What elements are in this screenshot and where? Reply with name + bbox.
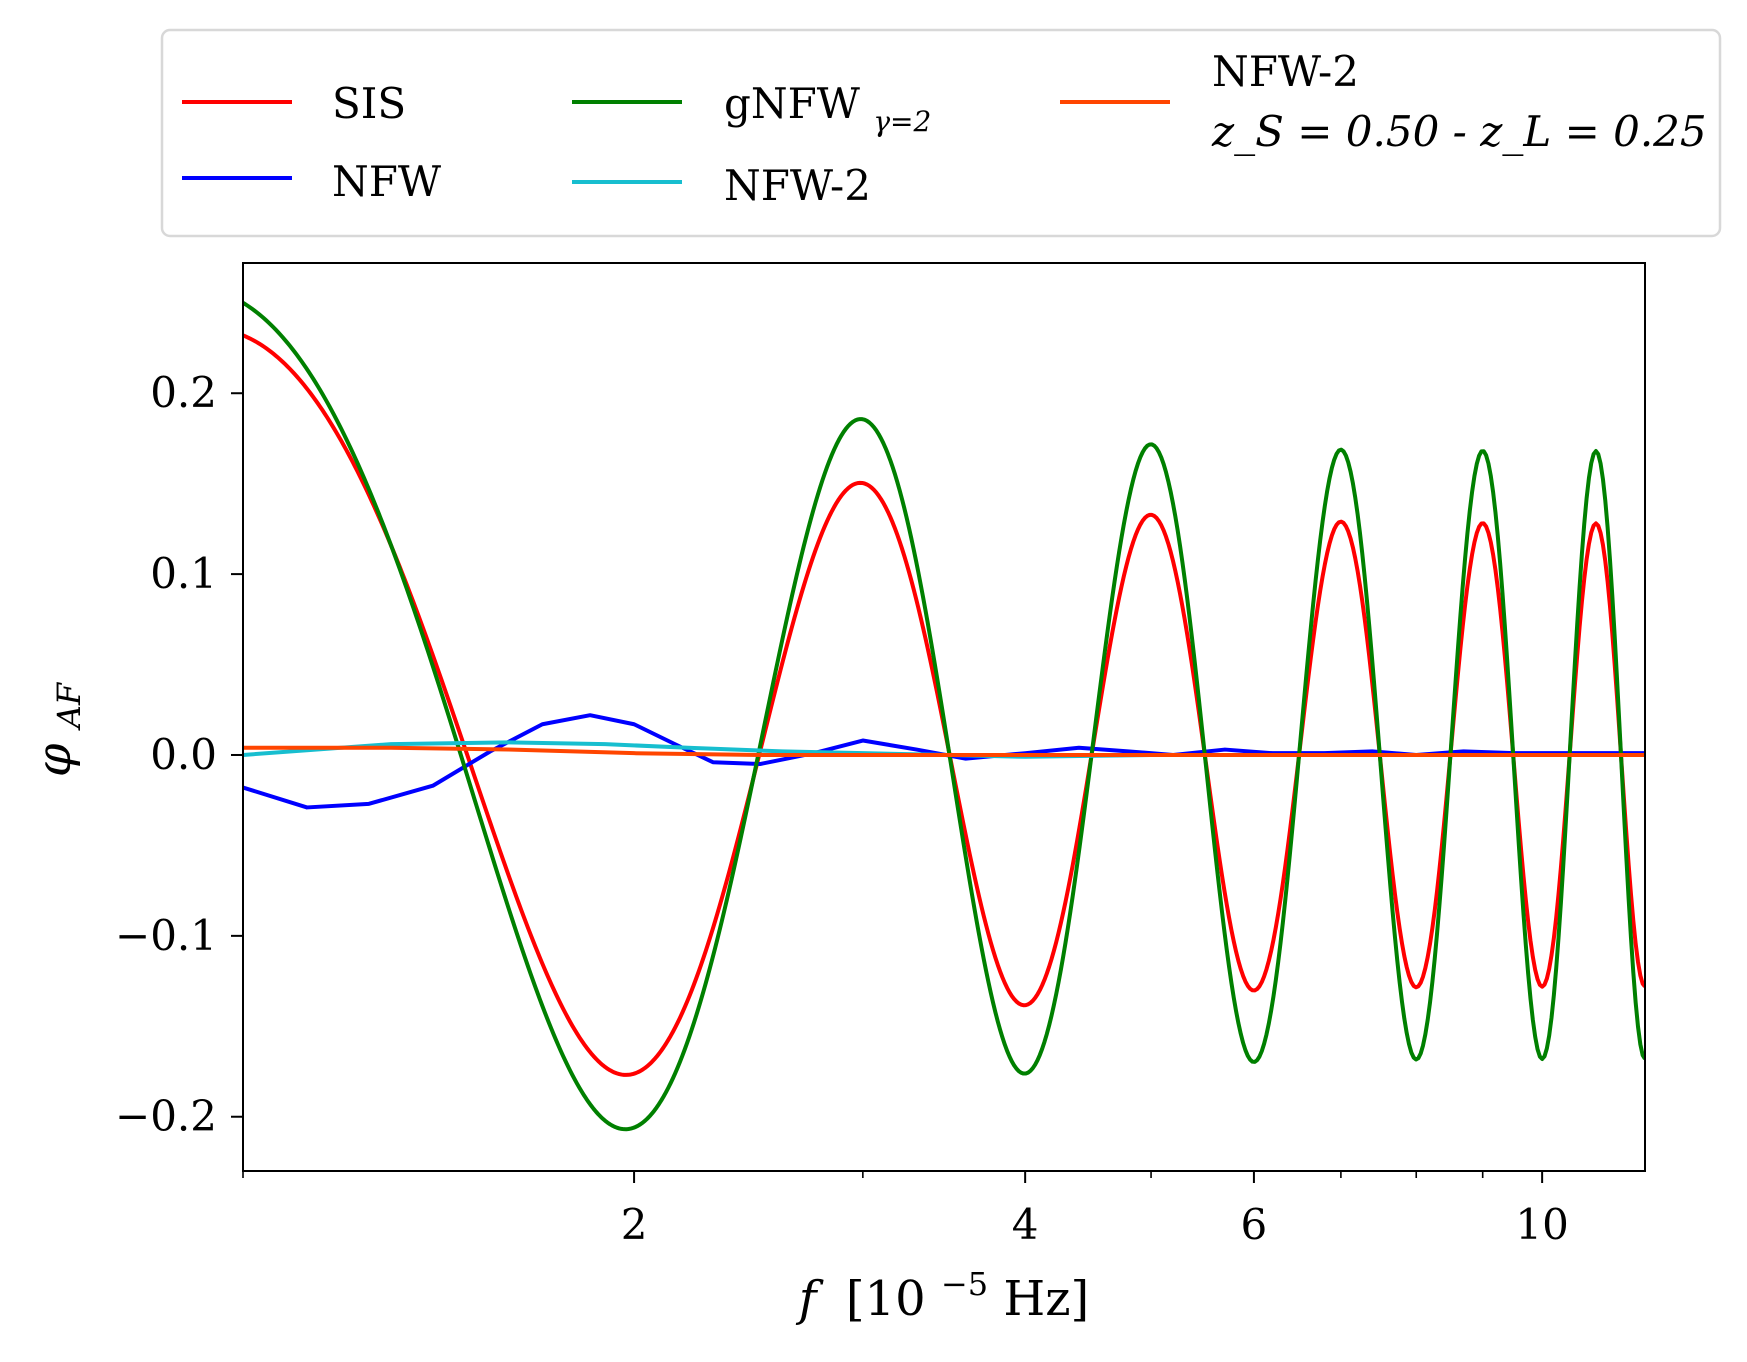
legend-frame	[160, 28, 1722, 238]
legend-label-nfw2: NFW-2	[724, 161, 871, 210]
legend-label-nfw: NFW	[332, 157, 442, 206]
x-axis-label-var: f	[796, 1271, 824, 1327]
y-tick-label: −0.1	[115, 911, 217, 960]
x-tick-label: 4	[1012, 1200, 1039, 1249]
plot-area: 2 4 6 10 0.2 0.1 0.0 −0.1 −0.2	[115, 262, 1646, 1249]
y-tick-label: −0.2	[115, 1092, 217, 1141]
y-tick-label: 0.1	[150, 549, 217, 598]
y-tick-label: 0.0	[150, 730, 217, 779]
series-line-2	[243, 301, 1645, 1132]
x-axis-label-close: Hz]	[1003, 1271, 1089, 1327]
x-axis-ticks: 2 4 6 10	[242, 1171, 1569, 1249]
legend-label-sis: SIS	[332, 79, 406, 128]
y-axis-label: φ AF	[26, 681, 88, 777]
legend: SIS NFW gNFW γ=2 NFW-2 NFW-2 z_S = 0.50 …	[160, 28, 1722, 238]
legend-label-gnfw-main: gNFW	[724, 79, 861, 128]
x-tick-label: 10	[1515, 1200, 1568, 1249]
x-axis-label: f [10 −5 Hz]	[796, 1251, 1089, 1327]
legend-label-nfw2-redshift-line2: z_S = 0.50 - z_L = 0.25	[1211, 107, 1707, 156]
legend-label-gnfw-sub: γ=2	[873, 105, 931, 138]
legend-label-gnfw: gNFW γ=2	[724, 79, 931, 138]
x-tick-label: 2	[621, 1200, 648, 1249]
y-tick-label: 0.2	[150, 368, 217, 417]
y-axis-ticks: 0.2 0.1 0.0 −0.1 −0.2	[115, 368, 243, 1141]
plot-frame	[242, 262, 1646, 1172]
x-tick-label: 6	[1241, 1200, 1268, 1249]
y-axis-label-sub: AF	[50, 681, 88, 731]
x-axis-label-exp: −5	[941, 1265, 988, 1303]
series-layer	[243, 301, 1645, 1132]
y-axis-label-main: φ	[26, 743, 82, 777]
series-line-4	[243, 745, 1645, 757]
x-axis-label-open: [10	[846, 1271, 926, 1327]
legend-label-nfw2-redshift-line1: NFW-2	[1212, 47, 1359, 96]
